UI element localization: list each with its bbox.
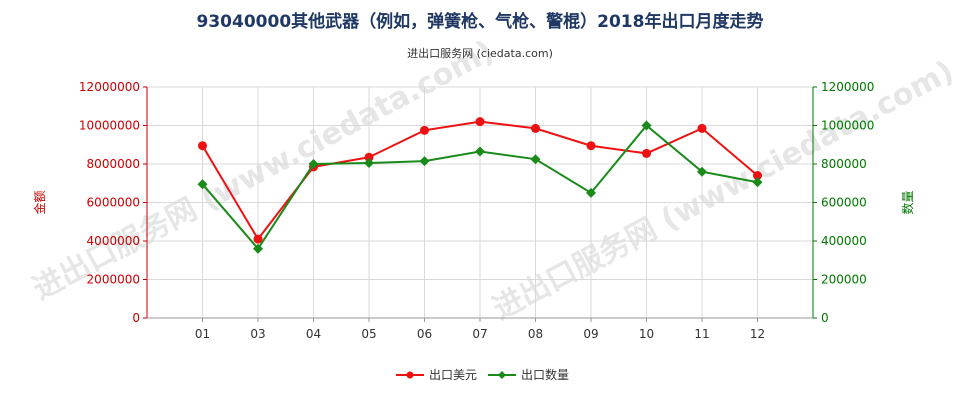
x-axis-ticks: 01 03 04 05 06 07 08 09 10 11 12 [195,318,765,341]
x-tick-label: 01 [195,327,210,341]
chart-subtitle: 进出口服务网 (ciedata.com) [407,46,553,60]
data-point[interactable] [253,243,263,254]
data-point[interactable] [475,146,485,157]
x-tick-label: 06 [417,327,432,341]
series-2 [197,120,763,254]
data-point[interactable] [364,158,374,169]
left-tick-label: 8000000 [87,157,140,171]
data-point[interactable] [641,120,652,131]
left-tick-label: 4000000 [87,234,140,248]
watermark-layer: 进出口服务网 (www.ciedata.com) 进出口服务网 (www.cie… [27,34,959,327]
left-tick-label: 2000000 [87,273,140,287]
x-tick-label: 05 [361,327,376,341]
right-tick-label: 0 [821,311,829,325]
data-point[interactable] [253,234,263,244]
data-point[interactable] [197,179,208,190]
left-tick-label: 0 [132,311,140,325]
legend-label: 出口美元 [429,368,477,382]
data-point[interactable] [198,141,207,151]
legend-item[interactable]: 出口数量 [488,367,569,382]
x-tick-label: 12 [750,327,765,341]
x-tick-label: 09 [583,327,598,341]
x-tick-label: 04 [306,327,321,341]
legend[interactable]: 出口美元 出口数量 [396,367,569,382]
data-point[interactable] [697,123,707,133]
data-point[interactable] [697,166,707,177]
left-axis-ticks: 0 2000000 4000000 6000000 8000000 10000000 120… [79,80,147,325]
x-tick-label: 10 [639,327,654,341]
data-point[interactable] [420,125,429,135]
chart-title: 93040000其他武器（例如，弹簧枪、气枪、警棍）2018年出口月度走势 [197,11,764,32]
data-point[interactable] [586,187,596,198]
left-axis-title: 金额 [32,190,47,214]
right-tick-label: 1200000 [821,80,874,94]
data-point[interactable] [752,177,763,188]
right-tick-label: 400000 [821,234,867,248]
data-point[interactable] [642,148,651,158]
data-point[interactable] [475,117,485,127]
legend-item[interactable]: 出口美元 [396,368,477,382]
data-point[interactable] [531,123,540,133]
series-layer [197,117,763,254]
data-point[interactable] [586,141,596,151]
right-tick-label: 1000000 [821,119,874,133]
right-axis-ticks: 0 200000 400000 600000 800000 1000000 1200000 [813,80,874,325]
left-tick-label: 6000000 [87,196,140,210]
left-tick-label: 12000000 [79,80,140,94]
right-axis-title: 数量 [900,190,915,214]
legend-swatch-marker [498,371,506,379]
data-point[interactable] [753,171,762,181]
data-point[interactable] [364,152,374,162]
x-tick-label: 11 [694,327,709,341]
x-tick-label: 07 [472,327,487,341]
data-point[interactable] [530,154,541,165]
right-tick-label: 800000 [821,157,867,171]
data-point[interactable] [419,156,430,167]
left-tick-label: 10000000 [79,119,140,133]
x-tick-label: 03 [250,327,265,341]
right-tick-label: 200000 [821,273,867,287]
watermark: 进出口服务网 (www.ciedata.com) [487,54,959,327]
legend-label: 出口数量 [521,367,569,382]
x-tick-label: 08 [528,327,543,341]
legend-swatch-marker [406,371,414,379]
right-tick-label: 600000 [821,196,867,210]
data-point[interactable] [308,159,319,169]
